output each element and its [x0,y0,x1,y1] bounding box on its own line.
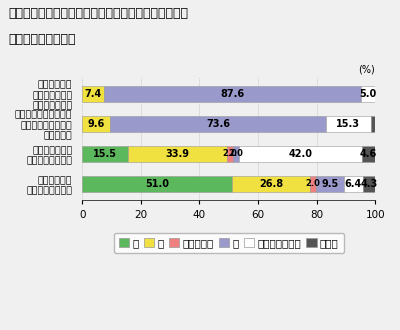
Text: 51.0: 51.0 [145,179,169,189]
Bar [82,116,110,132]
Text: 42.0: 42.0 [288,149,312,159]
Text: 【表２　調査回別にみたもっとも重要なサポート源：: 【表２ 調査回別にみたもっとも重要なサポート源： [8,7,188,19]
Text: 6.4: 6.4 [344,179,362,189]
Bar [360,86,375,102]
Bar [233,146,239,162]
Bar [239,146,362,162]
Bar [104,86,360,102]
Text: 87.6: 87.6 [220,89,244,99]
Text: 4.6: 4.6 [360,149,377,159]
Text: 2.0: 2.0 [306,180,320,188]
Text: 9.6: 9.6 [88,119,105,129]
Legend: 夫, 親, きょうだい, 妻, 公共の機関など, その他: 夫, 親, きょうだい, 妻, 公共の機関など, その他 [114,233,344,253]
Bar [316,176,344,192]
Text: 33.9: 33.9 [165,149,189,159]
Bar [82,86,104,102]
Text: 7.4: 7.4 [84,89,102,99]
Bar [362,146,375,162]
Text: 15.3: 15.3 [336,119,360,129]
Bar [227,146,233,162]
Bar [344,176,362,192]
Text: 5.0: 5.0 [359,89,376,99]
Text: 世話的（長期的）】: 世話的（長期的）】 [8,33,76,46]
Text: 15.5: 15.5 [93,149,117,159]
Bar [326,116,371,132]
Text: 9.5: 9.5 [321,179,338,189]
Bar [82,146,128,162]
Text: 2.0: 2.0 [222,149,237,158]
Text: 4.3: 4.3 [360,179,378,189]
Bar [232,176,310,192]
Bar [362,176,375,192]
Text: (%): (%) [358,64,375,74]
Bar [110,116,326,132]
Bar [82,176,232,192]
Text: 26.8: 26.8 [259,179,283,189]
Bar [371,116,375,132]
Text: 73.6: 73.6 [206,119,230,129]
Text: 2.0: 2.0 [228,149,243,158]
Bar [310,176,316,192]
Bar [128,146,227,162]
